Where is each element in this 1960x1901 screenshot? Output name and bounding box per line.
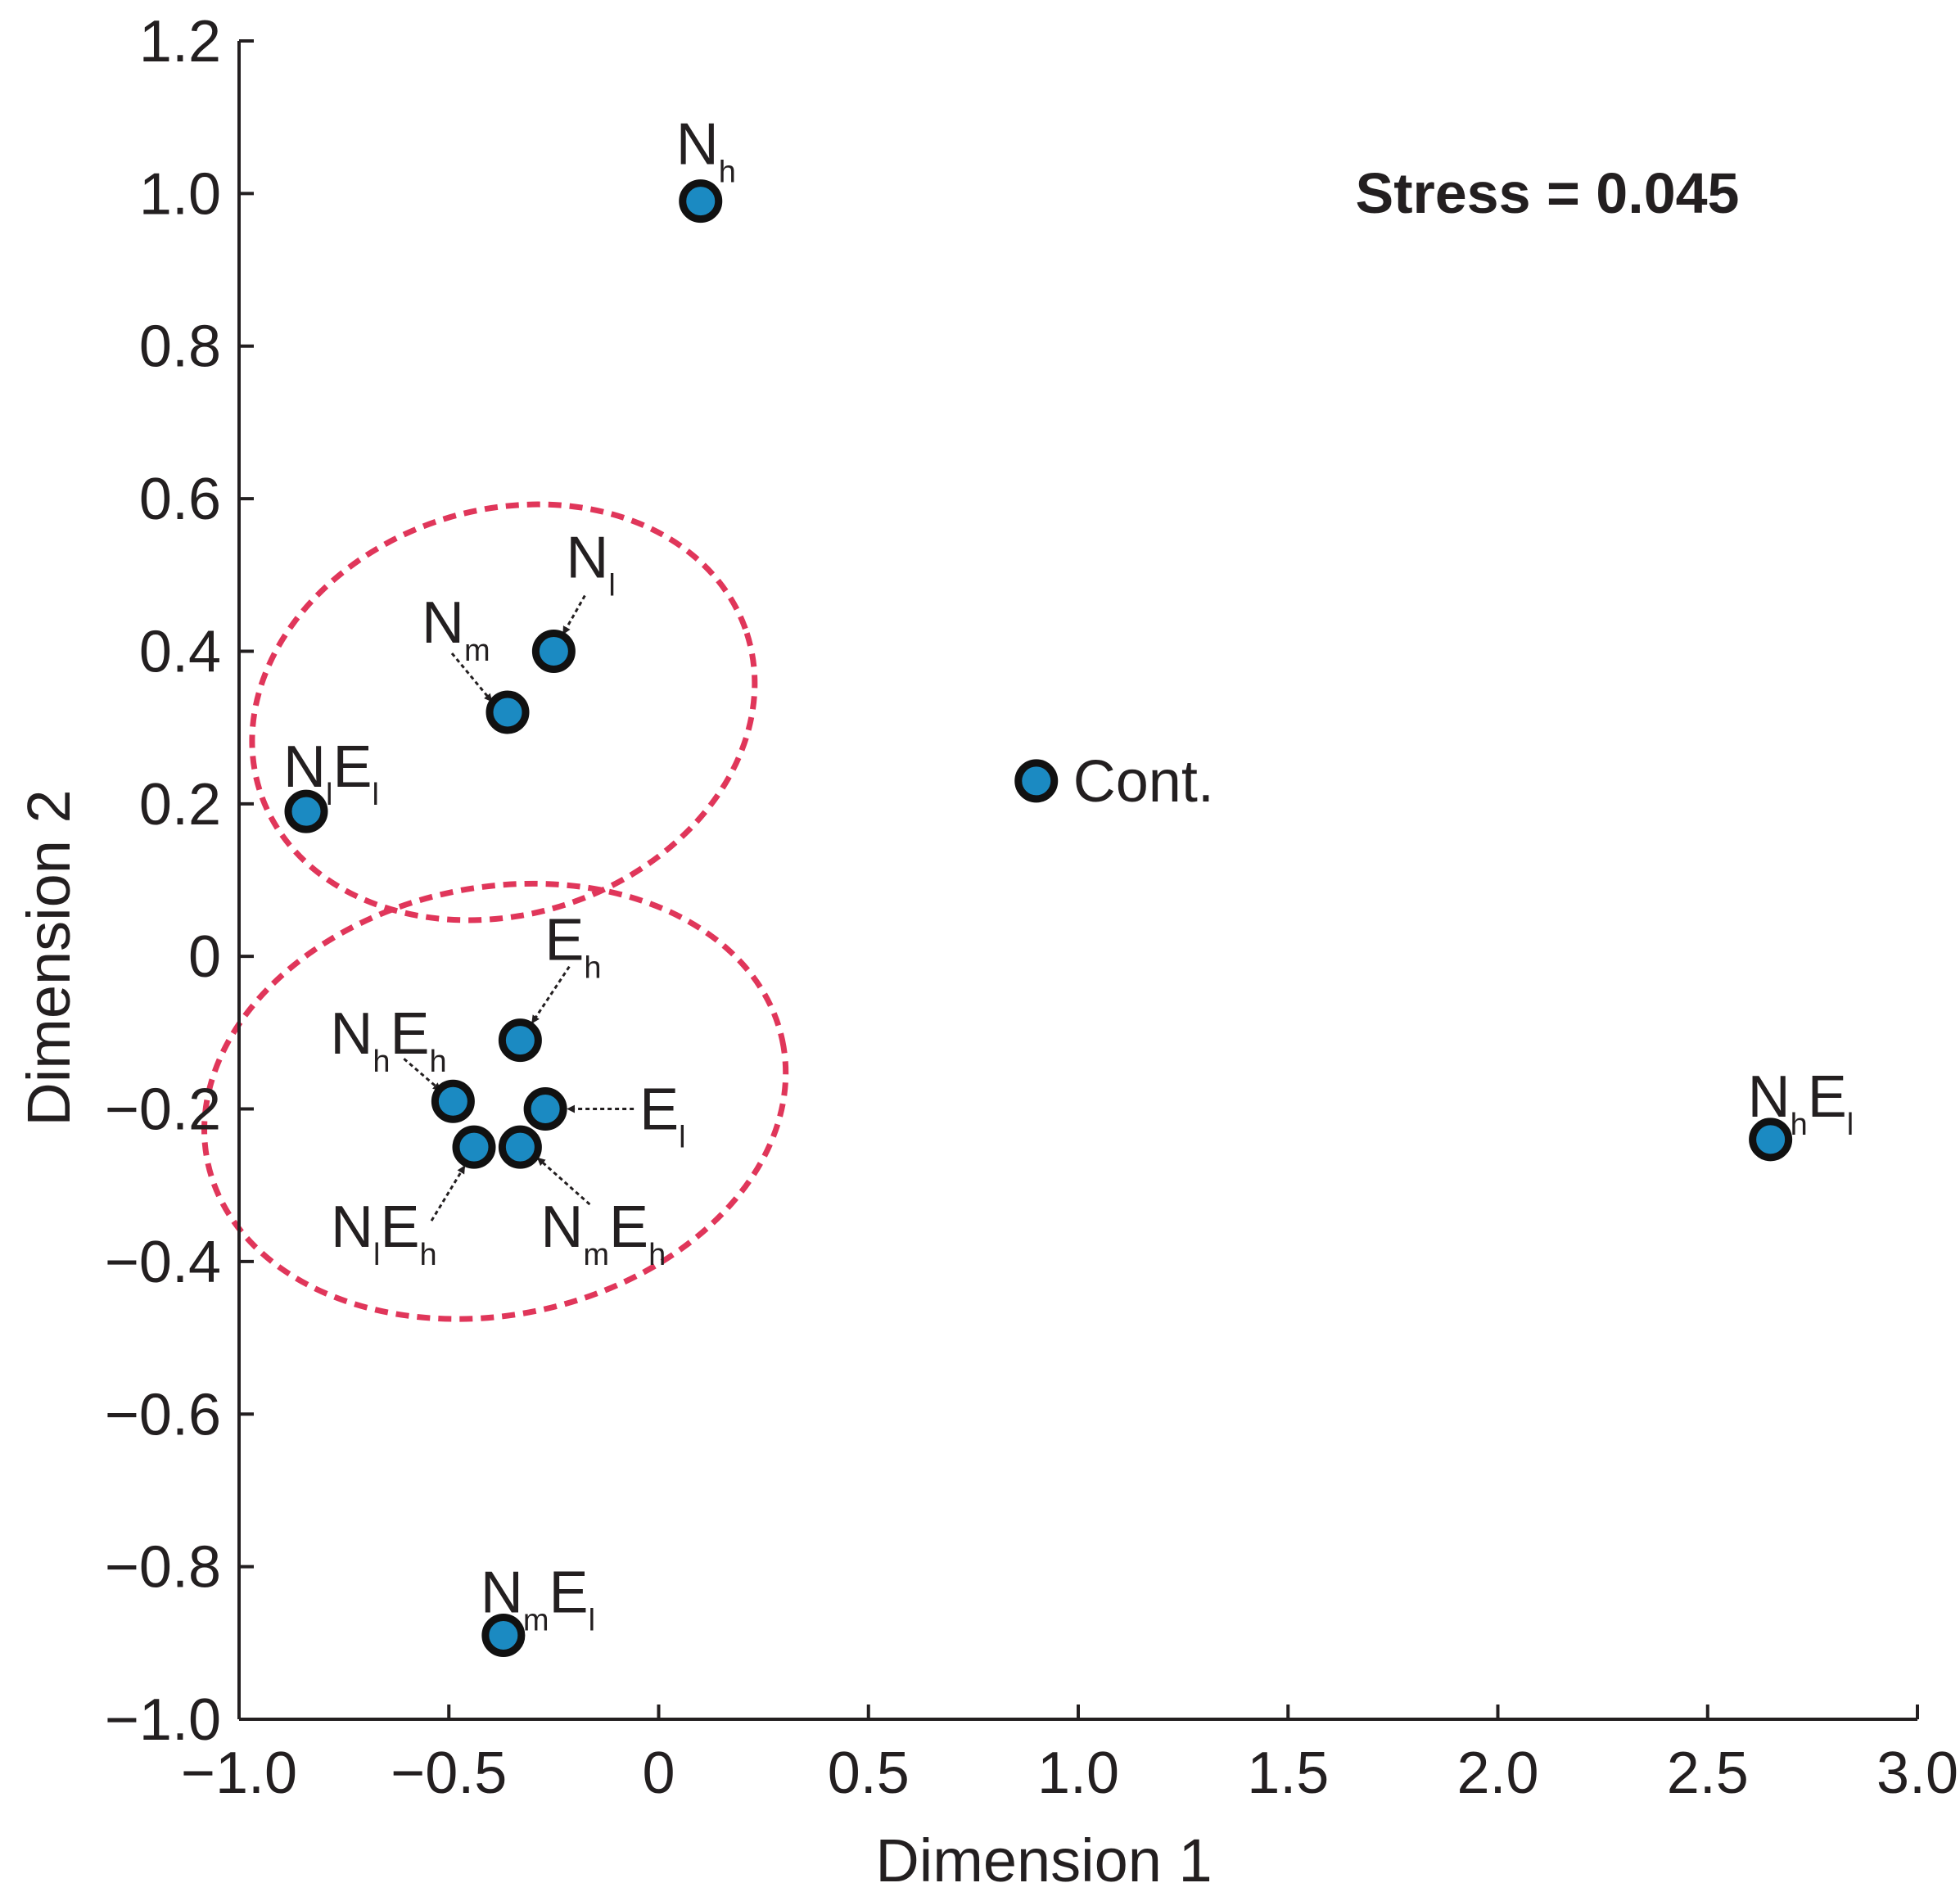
label-arrow-NhEh [403,1058,441,1091]
y-tick-label: −0.6 [105,1382,221,1447]
point-Eh [498,1018,542,1063]
x-tick-label: 0 [642,1741,675,1806]
stress-annotation: Stress = 0.045 [1356,161,1740,225]
point-NmEh [498,1125,542,1169]
x-axis-title: Dimension 1 [875,1826,1212,1894]
label-arrow-Nl [562,594,586,635]
point-NhEl [1749,1118,1793,1162]
y-tick-label: −1.0 [105,1687,221,1753]
label-arrow-NlEh [430,1165,466,1221]
point-label-NmEl: NmEl [481,1560,595,1638]
y-tick-label: 0.8 [139,314,221,380]
point-label-NmEh: NmEh [540,1194,666,1272]
point-Cont [1014,759,1059,803]
axes [237,41,1917,1721]
y-tick-label: 0.6 [139,467,221,532]
y-tick-label: 0.2 [139,772,221,838]
point-label-NhEl: NhEl [1748,1064,1854,1142]
label-arrow-Eh [531,965,571,1024]
y-tick-label: −0.4 [105,1230,221,1295]
data-points [284,179,1793,1657]
point-label-NlEh: NlEh [331,1194,437,1272]
label-arrows [403,594,635,1221]
point-label-Nh: Nh [676,112,736,190]
x-tick-label: 0.5 [828,1741,910,1806]
point-label-Cont: Cont. [1073,749,1214,815]
y-axis-title: Dimension 2 [15,789,83,1126]
y-tick-label: −0.2 [105,1077,221,1143]
y-tick-label: 0 [188,924,221,990]
point-NlEl [284,789,328,833]
point-NhEh [431,1079,475,1123]
point-label-El: El [639,1077,685,1155]
y-tick-label: 1.0 [139,161,221,227]
point-NmEl [481,1614,526,1657]
point-label-Nm: Nm [422,590,490,668]
point-NlEh [452,1125,496,1169]
x-tick-label: 1.5 [1247,1741,1329,1806]
y-tick-label: −0.8 [105,1535,221,1601]
point-label-NhEh: NhEh [330,1001,446,1079]
x-tick-label: 2.0 [1456,1741,1538,1806]
point-El [523,1087,567,1131]
y-axis-ticks: 1.2 1.0 0.8 0.6 0.4 0.2 0 −0.2 −0.4 −0.6 −0.8 −1.0 [105,9,254,1753]
point-label-Eh: Eh [544,908,601,986]
point-label-Nl: Nl [566,525,615,603]
upper-cluster-ellipse [249,501,758,923]
cluster-ellipses [201,501,789,1322]
y-tick-label: 0.4 [139,619,221,684]
point-label-NlEl: NlEl [283,734,379,812]
x-tick-label: 3.0 [1876,1741,1958,1806]
x-tick-label: −1.0 [181,1741,297,1806]
point-Nm [485,690,530,734]
x-tick-label: 1.0 [1037,1741,1119,1806]
point-Nh [679,179,723,224]
point-Nl [531,629,576,673]
point-labels: Nh Nl Nm NlEl Cont. Eh NhEh El NlEh NmEh NhEl NmEl [283,112,1854,1638]
label-arrow-Nm [450,652,493,702]
x-axis-ticks: −1.0 −0.5 0 0.5 1.0 1.5 2.0 2.5 3.0 [181,1705,1958,1806]
x-tick-label: 2.5 [1667,1741,1749,1806]
lower-cluster-ellipse [201,880,789,1322]
x-tick-label: −0.5 [391,1741,507,1806]
y-tick-label: 1.2 [139,9,221,75]
